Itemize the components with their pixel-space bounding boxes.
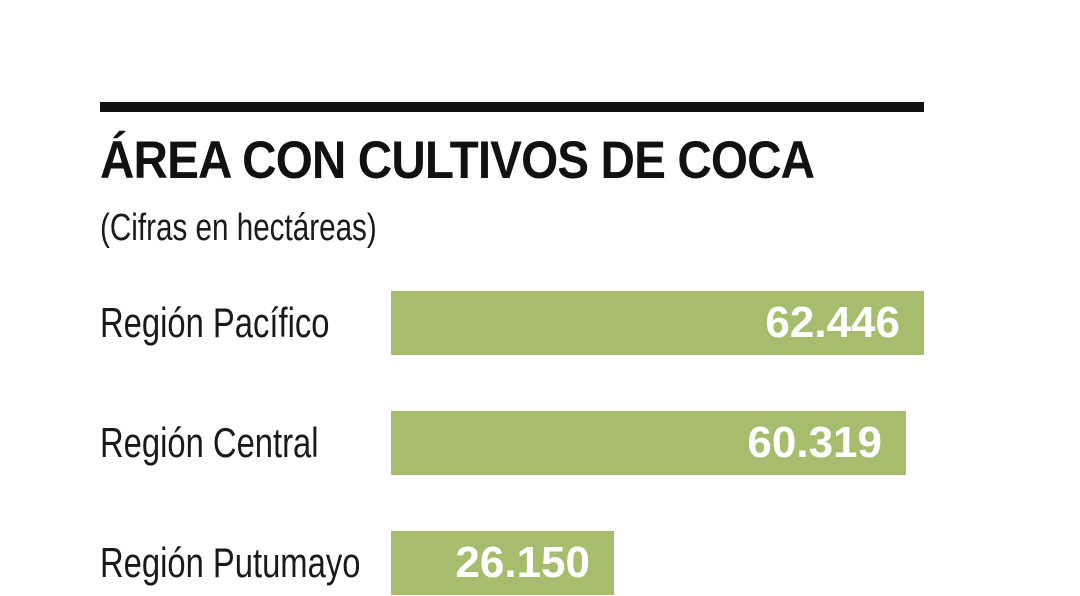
category-label: Región Pacífico (100, 299, 330, 346)
bar: 60.319 (391, 411, 906, 475)
bar-value-label: 26.150 (455, 538, 590, 587)
bar: 26.150 (391, 531, 614, 595)
bar: 62.446 (391, 291, 924, 355)
chart-subtitle: (Cifras en hectáreas) (100, 207, 377, 249)
bar-value-label: 60.319 (747, 418, 882, 467)
bar-value-label: 62.446 (765, 298, 900, 347)
top-rule (100, 102, 924, 112)
category-label: Región Central (100, 419, 319, 466)
chart-title: ÁREA CON CULTIVOS DE COCA (100, 131, 815, 190)
category-label: Región Putumayo (100, 539, 361, 586)
